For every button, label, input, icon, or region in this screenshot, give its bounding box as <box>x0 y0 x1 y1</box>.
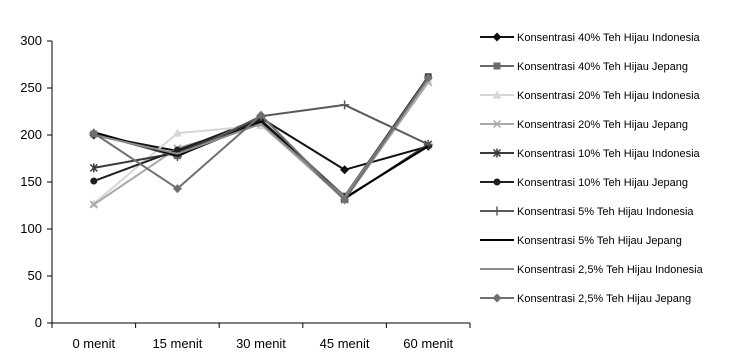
x-axis: 0 menit 15 menit 30 menit 45 menit 60 menit <box>51 322 471 351</box>
legend-label: Konsentrasi 40% Teh Hijau Jepang <box>517 61 688 73</box>
series-9 <box>93 78 430 199</box>
y-tick-label: 300 <box>20 33 42 48</box>
series-point <box>172 184 182 194</box>
legend-item: Konsentrasi 5% Teh Hijau Jepang <box>480 235 682 247</box>
legend-marker <box>492 206 502 216</box>
legend: Konsentrasi 40% Teh Hijau Indonesia Konse… <box>480 32 704 305</box>
x-tick-label: 60 menit <box>403 336 453 351</box>
legend-item: Konsentrasi 40% Teh Hijau Indonesia <box>480 32 701 44</box>
series-point <box>256 110 266 120</box>
legend-item: Konsentrasi 2,5% Teh Hijau Jepang <box>480 293 691 305</box>
series-point <box>423 73 433 83</box>
series-point <box>173 146 181 154</box>
x-tick-label: 45 menit <box>320 336 370 351</box>
series-point <box>89 163 98 173</box>
legend-label: Konsentrasi 10% Teh Hijau Indonesia <box>517 148 701 160</box>
legend-label: Konsentrasi 40% Teh Hijau Indonesia <box>517 32 701 44</box>
series-point <box>89 199 99 208</box>
series-10 <box>89 73 433 205</box>
legend-item: Konsentrasi 10% Teh Hijau Indonesia <box>480 148 701 160</box>
series-point <box>172 128 182 137</box>
series-line <box>93 78 430 199</box>
legend-label: Konsentrasi 20% Teh Hijau Indonesia <box>517 90 701 102</box>
legend-marker <box>493 178 501 186</box>
legend-label: Konsentrasi 5% Teh Hijau Indonesia <box>517 206 694 218</box>
legend-label: Konsentrasi 20% Teh Hijau Jepang <box>517 119 688 131</box>
series-point <box>340 195 350 205</box>
series-line <box>93 79 430 205</box>
legend-marker <box>492 32 502 42</box>
legend-item: Konsentrasi 5% Teh Hijau Indonesia <box>480 206 694 218</box>
series-line <box>93 81 430 206</box>
series-3 <box>89 75 433 208</box>
legend-label: Konsentrasi 2,5% Teh Hijau Jepang <box>517 293 691 305</box>
legend-item: Konsentrasi 20% Teh Hijau Jepang <box>480 119 688 131</box>
series-7 <box>89 100 433 162</box>
legend-marker <box>492 293 502 303</box>
x-tick-label: 0 menit <box>72 336 115 351</box>
y-tick-label: 0 <box>35 315 42 330</box>
series-point <box>89 200 98 209</box>
legend-item: Konsentrasi 10% Teh Hijau Jepang <box>480 177 688 189</box>
y-tick-label: 250 <box>20 80 42 95</box>
legend-marker <box>492 148 502 158</box>
series-layer <box>89 73 433 209</box>
series-6 <box>90 73 432 201</box>
legend-item: Konsentrasi 20% Teh Hijau Indonesia <box>480 90 701 102</box>
series-line <box>93 77 430 201</box>
y-tick-label: 50 <box>28 268 42 283</box>
series-point <box>340 100 350 110</box>
legend-marker <box>492 90 502 99</box>
y-tick-label: 200 <box>20 127 42 142</box>
legend-marker <box>492 119 502 129</box>
legend-item: Konsentrasi 40% Teh Hijau Jepang <box>480 61 688 73</box>
legend-marker <box>493 62 501 70</box>
series-point <box>340 165 350 175</box>
x-tick-label: 15 menit <box>152 336 202 351</box>
y-axis: 0 50 100 150 200 250 300 <box>20 33 53 330</box>
series-2 <box>90 73 432 200</box>
legend-item: Konsentrasi 2,5% Teh Hijau Indonesia <box>480 264 704 276</box>
x-tick-label: 30 menit <box>236 336 286 351</box>
series-point <box>90 177 98 185</box>
legend-label: Konsentrasi 5% Teh Hijau Jepang <box>517 235 682 247</box>
series-point <box>89 128 99 138</box>
series-line <box>93 76 430 199</box>
legend-label: Konsentrasi 10% Teh Hijau Jepang <box>517 177 688 189</box>
legend-label: Konsentrasi 2,5% Teh Hijau Indonesia <box>517 264 704 276</box>
y-tick-label: 150 <box>20 174 42 189</box>
y-tick-label: 100 <box>20 221 42 236</box>
